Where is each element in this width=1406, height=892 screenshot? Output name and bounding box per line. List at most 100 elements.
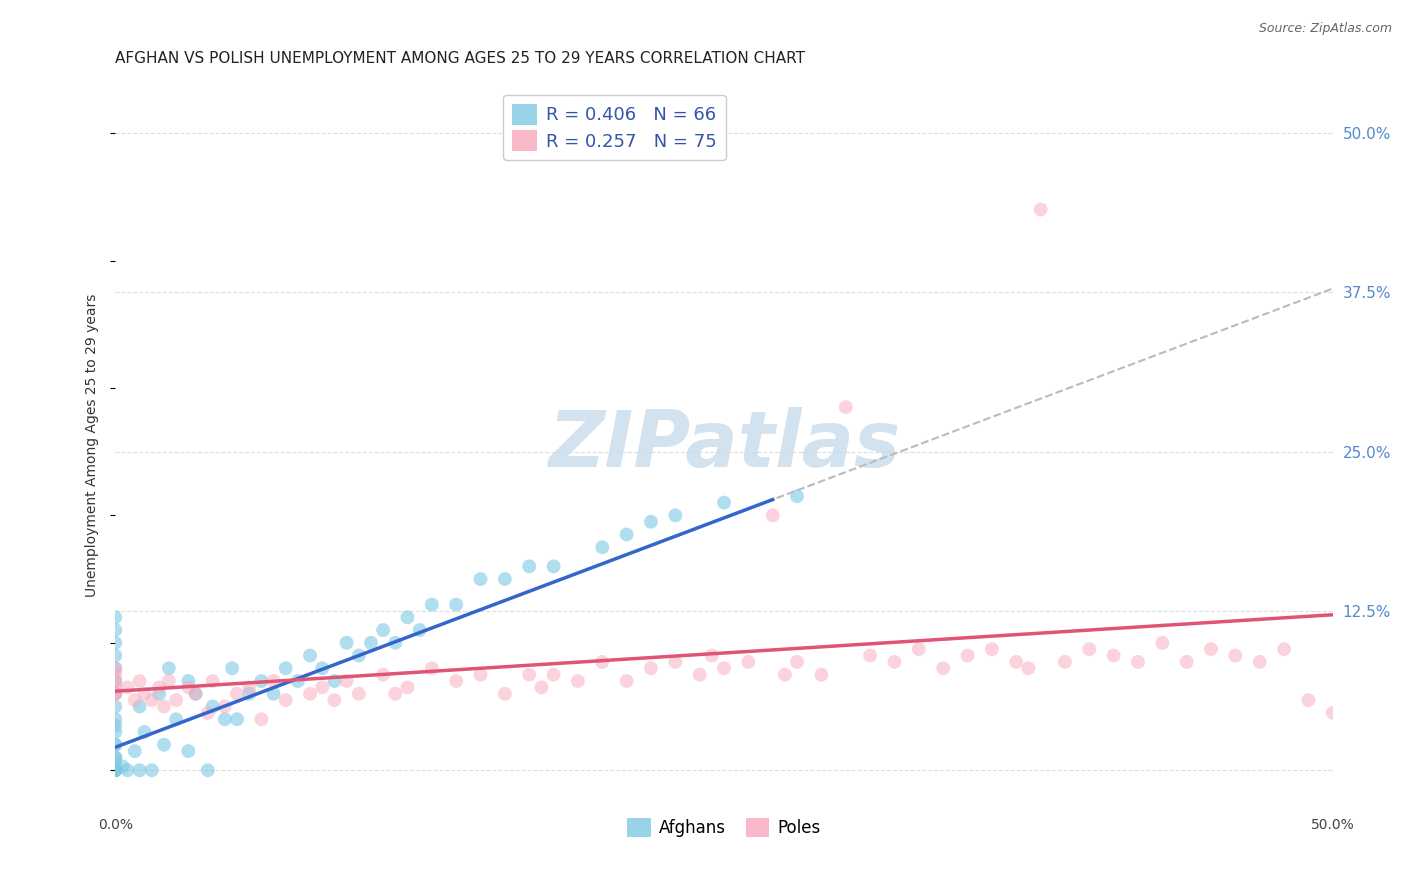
Point — [408, 623, 430, 637]
Point — [713, 661, 735, 675]
Point — [104, 725, 127, 739]
Point — [1322, 706, 1344, 720]
Point — [530, 681, 553, 695]
Point — [104, 750, 127, 764]
Point — [104, 687, 127, 701]
Point — [347, 648, 370, 663]
Point — [165, 712, 187, 726]
Point — [396, 681, 419, 695]
Point — [117, 763, 139, 777]
Point — [104, 718, 127, 732]
Point — [689, 667, 711, 681]
Point — [226, 687, 249, 701]
Point — [238, 681, 260, 695]
Point — [616, 673, 638, 688]
Point — [664, 655, 686, 669]
Point — [835, 400, 858, 414]
Point — [124, 744, 146, 758]
Point — [104, 636, 127, 650]
Point — [104, 648, 127, 663]
Point — [371, 623, 394, 637]
Point — [591, 655, 613, 669]
Point — [128, 699, 150, 714]
Point — [713, 495, 735, 509]
Point — [250, 712, 273, 726]
Point — [111, 759, 134, 773]
Point — [664, 508, 686, 523]
Point — [786, 655, 808, 669]
Point — [859, 648, 882, 663]
Point — [1102, 648, 1125, 663]
Point — [1029, 202, 1052, 217]
Point — [470, 572, 492, 586]
Point — [336, 636, 359, 650]
Point — [1175, 655, 1198, 669]
Point — [165, 693, 187, 707]
Point — [274, 661, 297, 675]
Point — [494, 687, 516, 701]
Point — [153, 738, 176, 752]
Point — [104, 661, 127, 675]
Point — [263, 687, 285, 701]
Point — [444, 673, 467, 688]
Point — [104, 687, 127, 701]
Point — [1053, 655, 1076, 669]
Point — [420, 661, 443, 675]
Point — [177, 681, 200, 695]
Point — [287, 673, 309, 688]
Point — [567, 673, 589, 688]
Y-axis label: Unemployment Among Ages 25 to 29 years: Unemployment Among Ages 25 to 29 years — [86, 293, 100, 597]
Point — [494, 572, 516, 586]
Point — [700, 648, 723, 663]
Point — [141, 763, 163, 777]
Point — [311, 661, 333, 675]
Point — [124, 693, 146, 707]
Point — [184, 687, 207, 701]
Point — [1225, 648, 1247, 663]
Point — [810, 667, 832, 681]
Point — [470, 667, 492, 681]
Text: AFGHAN VS POLISH UNEMPLOYMENT AMONG AGES 25 TO 29 YEARS CORRELATION CHART: AFGHAN VS POLISH UNEMPLOYMENT AMONG AGES… — [115, 51, 806, 66]
Point — [1078, 642, 1101, 657]
Point — [214, 699, 236, 714]
Point — [299, 648, 322, 663]
Point — [883, 655, 905, 669]
Point — [323, 693, 346, 707]
Point — [384, 687, 406, 701]
Point — [104, 763, 127, 777]
Point — [214, 712, 236, 726]
Point — [1126, 655, 1149, 669]
Point — [104, 738, 127, 752]
Point — [384, 636, 406, 650]
Point — [956, 648, 979, 663]
Point — [141, 693, 163, 707]
Point — [104, 699, 127, 714]
Point — [104, 667, 127, 681]
Point — [1249, 655, 1271, 669]
Point — [201, 699, 224, 714]
Point — [104, 673, 127, 688]
Point — [980, 642, 1002, 657]
Point — [184, 687, 207, 701]
Point — [134, 687, 156, 701]
Point — [640, 661, 662, 675]
Point — [543, 667, 565, 681]
Point — [104, 763, 127, 777]
Point — [1017, 661, 1039, 675]
Point — [1005, 655, 1028, 669]
Point — [104, 673, 127, 688]
Point — [104, 763, 127, 777]
Point — [157, 661, 180, 675]
Point — [104, 756, 127, 771]
Point — [616, 527, 638, 541]
Point — [932, 661, 955, 675]
Point — [250, 673, 273, 688]
Point — [157, 673, 180, 688]
Point — [299, 687, 322, 701]
Text: Source: ZipAtlas.com: Source: ZipAtlas.com — [1258, 22, 1392, 36]
Point — [104, 750, 127, 764]
Point — [177, 744, 200, 758]
Point — [104, 687, 127, 701]
Point — [117, 681, 139, 695]
Point — [908, 642, 931, 657]
